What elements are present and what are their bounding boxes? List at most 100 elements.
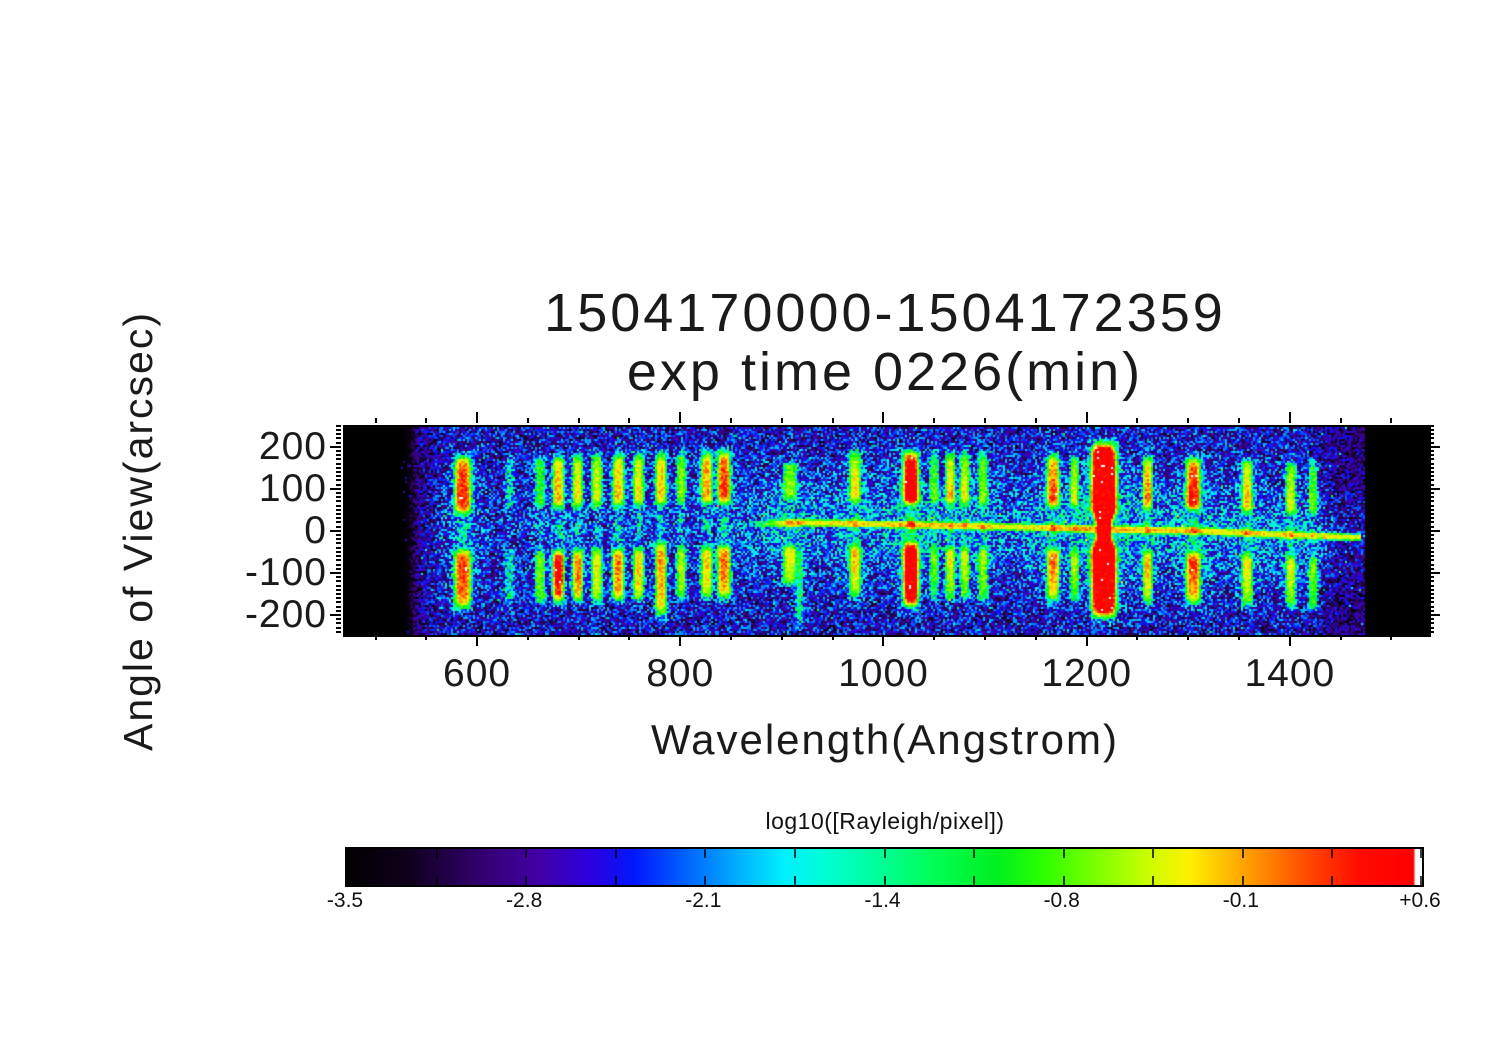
x-minor-tick: [781, 418, 783, 423]
y-minor-tick: [1429, 547, 1434, 549]
y-minor-tick: [1429, 593, 1434, 595]
colorbar-title: log10([Rayleigh/pixel]): [765, 808, 1005, 834]
y-minor-tick: [336, 442, 341, 444]
colorbar-minor-tick: [615, 849, 617, 858]
colorbar-tick-label: -1.4: [864, 889, 901, 912]
x-major-tick: [1289, 412, 1291, 423]
y-major-tick: [330, 446, 341, 448]
y-minor-tick: [336, 463, 341, 465]
x-major-tick: [882, 412, 884, 423]
y-minor-tick: [1429, 534, 1434, 536]
y-minor-tick: [336, 492, 341, 494]
y-minor-tick: [1429, 538, 1434, 540]
x-major-tick: [1086, 412, 1088, 423]
y-tick-label: 100: [258, 466, 327, 510]
y-minor-tick: [1429, 601, 1434, 603]
x-minor-tick: [1238, 418, 1240, 423]
y-minor-tick: [336, 593, 341, 595]
x-minor-tick: [425, 635, 427, 640]
y-minor-tick: [336, 559, 341, 561]
y-minor-tick: [1429, 606, 1434, 608]
y-minor-tick: [1429, 589, 1434, 591]
heatmap-plot-area: [343, 425, 1431, 637]
colorbar-major-tick: [884, 849, 886, 858]
y-minor-tick: [336, 555, 341, 557]
y-minor-tick: [336, 429, 341, 431]
colorbar-minor-tick: [1152, 876, 1154, 885]
x-minor-tick: [933, 418, 935, 423]
x-minor-tick: [1238, 635, 1240, 640]
y-major-tick: [1429, 572, 1440, 574]
colorbar-major-tick: [347, 876, 349, 885]
x-tick-label: 1200: [1041, 652, 1133, 695]
y-minor-tick: [1429, 517, 1434, 519]
colorbar-minor-tick: [436, 849, 438, 858]
y-minor-tick: [1429, 475, 1434, 477]
y-minor-tick: [1429, 454, 1434, 456]
y-minor-tick: [336, 606, 341, 608]
y-minor-tick: [336, 589, 341, 591]
y-tick-label: -200: [244, 592, 327, 636]
colorbar-minor-tick: [1331, 849, 1333, 858]
colorbar-major-tick: [704, 876, 706, 885]
y-minor-tick: [1429, 618, 1434, 620]
colorbar-major-tick: [1420, 849, 1422, 858]
y-minor-tick: [336, 526, 341, 528]
y-minor-tick: [336, 433, 341, 435]
y-major-tick: [1429, 614, 1440, 616]
y-major-tick: [1429, 530, 1440, 532]
y-minor-tick: [336, 580, 341, 582]
y-minor-tick: [336, 513, 341, 515]
y-minor-tick: [1429, 500, 1434, 502]
y-minor-tick: [1429, 492, 1434, 494]
y-minor-tick: [1429, 463, 1434, 465]
x-tick-label: 800: [646, 652, 715, 695]
x-minor-tick: [628, 635, 630, 640]
y-minor-tick: [336, 564, 341, 566]
y-minor-tick: [1429, 627, 1434, 629]
colorbar-tick-label: -0.1: [1222, 889, 1259, 912]
y-minor-tick: [336, 471, 341, 473]
y-minor-tick: [336, 425, 341, 427]
colorbar-major-tick: [347, 849, 349, 858]
x-minor-tick: [1187, 635, 1189, 640]
y-minor-tick: [336, 601, 341, 603]
x-minor-tick: [1187, 418, 1189, 423]
y-minor-tick: [1429, 496, 1434, 498]
y-minor-tick: [336, 538, 341, 540]
x-minor-tick: [1136, 418, 1138, 423]
y-minor-tick: [1429, 568, 1434, 570]
x-major-tick: [679, 635, 681, 646]
y-major-tick: [330, 572, 341, 574]
y-major-tick: [330, 488, 341, 490]
x-tick-label: 1400: [1244, 652, 1336, 695]
x-minor-tick: [984, 635, 986, 640]
x-minor-tick: [1136, 635, 1138, 640]
x-axis-label: Wavelength(Angstrom): [651, 716, 1119, 763]
colorbar-tick-label: -2.8: [506, 889, 543, 912]
y-minor-tick: [336, 475, 341, 477]
colorbar-major-tick: [1063, 876, 1065, 885]
y-minor-tick: [1429, 622, 1434, 624]
colorbar-tick-label: -2.1: [685, 889, 722, 912]
y-minor-tick: [1429, 559, 1434, 561]
y-minor-tick: [336, 467, 341, 469]
y-minor-tick: [336, 458, 341, 460]
y-minor-tick: [1429, 437, 1434, 439]
colorbar-major-tick: [704, 849, 706, 858]
y-minor-tick: [336, 500, 341, 502]
x-minor-tick: [730, 635, 732, 640]
colorbar-tick-label: -3.5: [326, 889, 364, 912]
x-minor-tick: [1390, 635, 1392, 640]
y-minor-tick: [1429, 555, 1434, 557]
colorbar-major-tick: [525, 876, 527, 885]
y-minor-tick: [1429, 442, 1434, 444]
y-minor-tick: [1429, 597, 1434, 599]
y-minor-tick: [1429, 458, 1434, 460]
y-minor-tick: [336, 534, 341, 536]
y-minor-tick: [1429, 521, 1434, 523]
colorbar-major-tick: [525, 849, 527, 858]
x-minor-tick: [832, 418, 834, 423]
colorbar-minor-tick: [973, 876, 975, 885]
